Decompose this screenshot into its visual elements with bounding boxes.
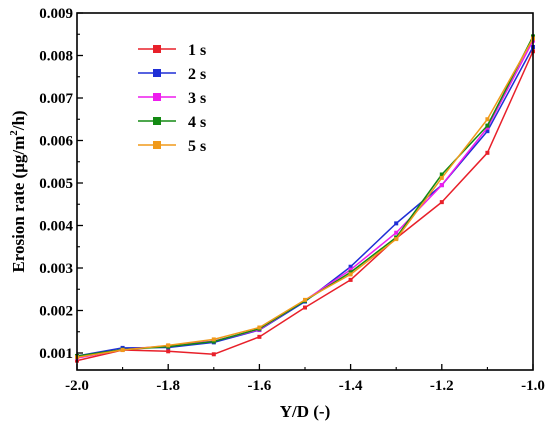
data-point: [394, 230, 399, 235]
y-tick-label: 0.009: [39, 6, 73, 22]
data-point: [439, 172, 444, 177]
legend-item: 4 s: [138, 114, 206, 131]
y-tick-label: 0.003: [39, 261, 73, 277]
legend-item: 3 s: [138, 90, 206, 107]
data-point: [394, 237, 399, 242]
x-tick-label: -1.6: [248, 378, 272, 394]
legend-swatch-marker: [153, 93, 161, 101]
data-point: [348, 264, 353, 269]
y-tick-label: 0.007: [39, 91, 73, 107]
legend-item: 1 s: [138, 42, 206, 59]
data-point: [166, 343, 171, 348]
y-tick-label: 0.001: [39, 346, 73, 362]
y-axis-title: Erosion rate (μg/m2/h): [8, 110, 28, 272]
data-point: [394, 221, 399, 226]
data-point: [211, 352, 216, 357]
data-point: [348, 272, 353, 277]
legend-label: 2 s: [188, 66, 206, 83]
legend-item: 5 s: [138, 138, 206, 155]
legend-swatch-marker: [153, 45, 161, 53]
series-line: [76, 40, 534, 359]
y-tick-label: 0.006: [39, 134, 73, 150]
data-point: [303, 297, 307, 302]
series-2s: [75, 45, 535, 358]
data-point: [485, 123, 490, 128]
legend-item: 2 s: [138, 66, 206, 83]
x-tick-label: -1.2: [430, 378, 454, 394]
data-point: [439, 183, 444, 188]
series-5s: [75, 36, 535, 360]
y-axis-title-main: Erosion rate (μg/m: [9, 136, 28, 273]
legend-label: 3 s: [188, 90, 206, 107]
data-point: [211, 339, 216, 344]
data-point: [257, 325, 262, 330]
y-tick-label: 0.005: [39, 176, 73, 192]
data-point: [485, 117, 490, 122]
legend-swatch-marker: [153, 69, 161, 77]
data-point: [303, 305, 307, 310]
data-point: [485, 125, 490, 130]
series-3s: [75, 38, 535, 361]
legend-label: 1 s: [188, 42, 206, 59]
x-tick-label: -1.8: [156, 378, 180, 394]
data-point: [348, 267, 353, 272]
x-tick-label: -1.4: [339, 378, 363, 394]
legend-swatch-marker: [153, 117, 161, 125]
data-point: [439, 175, 444, 180]
data-point: [211, 337, 216, 342]
legend: 1 s 2 s 3 s 4 s 5 s: [138, 42, 206, 155]
data-point: [485, 150, 490, 155]
series-line: [76, 46, 534, 357]
legend-label: 4 s: [188, 114, 206, 131]
legend-swatch-marker: [153, 141, 161, 149]
major-ticks: [76, 12, 534, 370]
legend-label: 5 s: [188, 138, 206, 155]
data-point: [485, 129, 490, 134]
data-point: [166, 349, 171, 354]
y-tick-label: 0.008: [39, 49, 73, 65]
y-tick-labels: 0.001 0.002 0.003 0.004 0.005 0.006 0.007 0.008…: [39, 6, 73, 362]
y-axis-title-superscript: 2: [8, 130, 20, 136]
x-tick-labels: -2.0 -1.8 -1.6 -1.4 -1.2 -1.0: [65, 378, 545, 394]
plot-frame: [76, 12, 534, 371]
series-lines: [75, 34, 535, 363]
data-point: [348, 277, 353, 282]
y-axis-title-tail: /h): [9, 110, 28, 131]
data-point: [120, 348, 125, 353]
data-point: [348, 270, 353, 275]
data-point: [257, 334, 262, 339]
x-axis-title: Y/D (-): [280, 402, 331, 421]
y-tick-label: 0.004: [39, 219, 73, 235]
x-tick-label: -2.0: [65, 378, 89, 394]
x-tick-label: -1.0: [521, 378, 545, 394]
data-point: [439, 200, 444, 205]
y-tick-label: 0.002: [39, 304, 73, 320]
